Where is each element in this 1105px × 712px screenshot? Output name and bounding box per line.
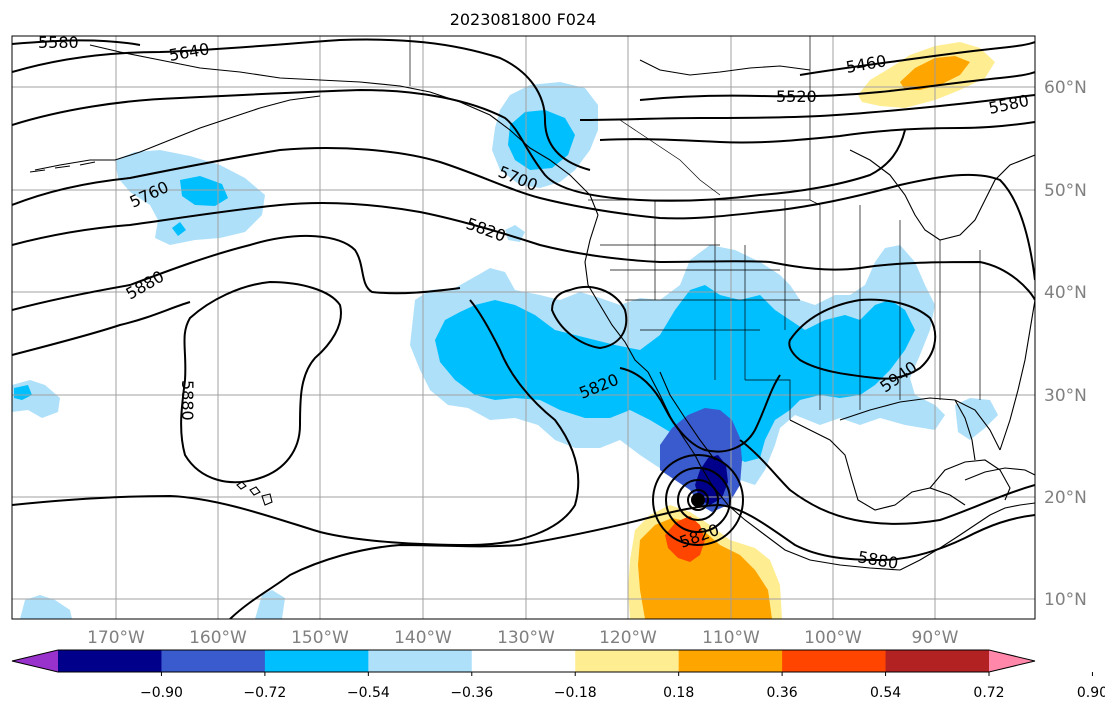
colorbar: −0.90 −0.72 −0.54 −0.36 −0.18 0.18 0.36 0.54 0.7… — [11, 649, 1105, 701]
lat-tick-label: 40°N — [1044, 283, 1087, 303]
colorbar-tick-label: −0.18 — [554, 685, 597, 701]
colorbar-tick-label: −0.54 — [347, 685, 390, 701]
lat-tick-label: 30°N — [1044, 386, 1087, 406]
map-title: 2023081800 F024 — [450, 10, 597, 29]
shade-spot-sw — [20, 595, 72, 619]
colorbar-box — [885, 650, 990, 672]
shade-red-south — [665, 516, 705, 562]
contour-5880-north — [12, 235, 461, 311]
contour-label: 5880 — [178, 380, 197, 421]
colorbar-box — [58, 650, 162, 672]
cyclone-ring-3 — [665, 467, 731, 533]
lon-tick-label: 120°W — [599, 628, 657, 648]
lat-tick-label: 60°N — [1044, 78, 1087, 98]
contour-5700 — [12, 88, 906, 202]
colorbar-tick-label: 0.90 — [1077, 685, 1105, 701]
contour-5580-nw — [12, 39, 141, 46]
colorbar-box — [471, 650, 576, 672]
colorbar-extend-high — [989, 650, 1035, 672]
contour-5520 — [639, 71, 1035, 101]
lat-tick-label: 20°N — [1044, 488, 1087, 508]
shade-spot-west-inner — [14, 385, 32, 400]
colorbar-tick-label: −0.90 — [140, 685, 183, 701]
shade-spot-gulf — [955, 398, 998, 440]
longitude-labels: 170°W 160°W 150°W 140°W 130°W 120°W 110°… — [87, 628, 959, 648]
lon-tick-label: 150°W — [291, 628, 349, 648]
shade-blue-main — [435, 285, 915, 462]
colorbar-tick-label: 0.72 — [973, 685, 1004, 701]
contour-5820-sw — [619, 367, 781, 453]
contour-5760 — [12, 147, 1035, 281]
contour-5940 — [788, 298, 937, 380]
lon-tick-label: 140°W — [394, 628, 452, 648]
lon-tick-label: 110°W — [702, 628, 760, 648]
lon-tick-label: 90°W — [912, 628, 959, 648]
colorbar-box — [368, 650, 473, 672]
shade-blue-aleutian — [180, 176, 228, 206]
colorbar-outline — [11, 649, 1036, 673]
contour-5880-south — [229, 503, 1035, 619]
colorbar-box — [782, 650, 887, 672]
colorbar-tick-label: −0.36 — [450, 685, 493, 701]
height-contours — [12, 38, 1035, 619]
colorbar-tick-label: 0.18 — [663, 685, 694, 701]
contour-label: 5580 — [38, 33, 79, 52]
coastlines — [29, 44, 1035, 571]
lat-tick-label: 50°N — [1044, 181, 1087, 201]
lon-tick-label: 160°W — [189, 628, 247, 648]
cyclone-ring-4 — [652, 454, 744, 546]
colorbar-tick-label: 0.36 — [767, 685, 798, 701]
contour-5640-inner — [599, 121, 1035, 144]
shade-blue-bc — [508, 110, 575, 170]
cyclone-center — [691, 493, 705, 507]
shade-blue-aleutian-small — [172, 222, 186, 236]
colorbar-tick-label: 0.54 — [870, 685, 901, 701]
contour-5880-high — [180, 280, 342, 484]
lon-tick-label: 170°W — [87, 628, 145, 648]
contour-5820-loop-ca — [550, 285, 628, 350]
contour-5580-ne — [579, 94, 1035, 121]
shade-spot-sw2 — [255, 590, 285, 619]
anomaly-shading — [12, 42, 998, 619]
contour-5820-north — [12, 202, 1035, 301]
contour-5460-ne — [799, 41, 1035, 76]
cyclone-ring-1 — [687, 489, 709, 511]
colorbar-tick-label: −0.72 — [243, 685, 286, 701]
cyclone-ring-2 — [677, 479, 719, 521]
latitude-labels: 60°N 50°N 40°N 30°N 20°N 10°N — [1044, 78, 1087, 610]
colorbar-box — [161, 650, 266, 672]
contour-5820-main — [12, 299, 580, 547]
colorbar-box — [678, 650, 783, 672]
map-frame — [11, 35, 1036, 620]
lat-tick-label: 10°N — [1044, 590, 1087, 610]
colorbar-extend-low — [12, 650, 58, 672]
contour-5880-west — [12, 301, 191, 356]
lon-tick-label: 100°W — [804, 628, 862, 648]
colorbar-boxes — [58, 650, 990, 672]
map-panel: 5580 5640 5460 5520 5580 5700 5760 5820 … — [12, 33, 1035, 619]
contour-label: 5520 — [776, 87, 817, 106]
contour-5880-east — [739, 439, 1035, 525]
colorbar-box — [575, 650, 680, 672]
colorbar-ticks: −0.90 −0.72 −0.54 −0.36 −0.18 0.18 0.36 0.54 0.7… — [140, 672, 1105, 701]
lon-tick-label: 130°W — [497, 628, 555, 648]
colorbar-box — [264, 650, 369, 672]
contour-5640 — [12, 38, 591, 171]
